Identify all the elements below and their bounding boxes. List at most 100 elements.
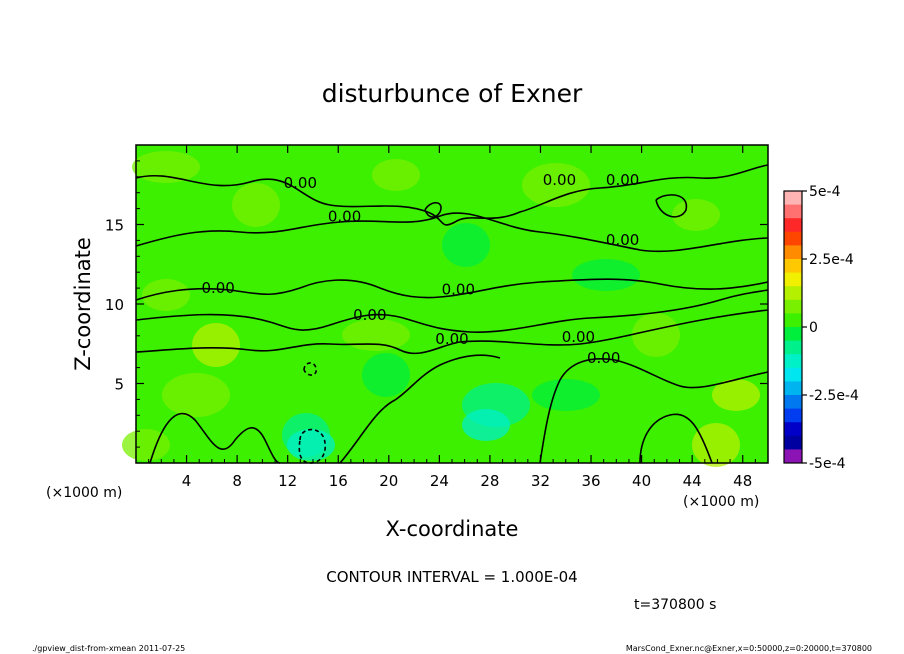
field-patch xyxy=(142,279,190,311)
contour-line xyxy=(655,194,688,218)
colorbar-label: 5e-4 xyxy=(809,184,841,200)
colorbar-swatch xyxy=(784,435,802,450)
colorbar-swatch xyxy=(784,327,802,342)
x-tick-label: 44 xyxy=(683,472,702,490)
chart-title: disturbunce of Exner xyxy=(322,79,583,108)
contour-line xyxy=(149,412,281,464)
colorbar-swatch xyxy=(784,367,802,382)
x-axis-label: X-coordinate xyxy=(386,517,519,541)
contour-lines xyxy=(135,164,769,464)
x-tick-label: 12 xyxy=(278,472,297,490)
colorbar-swatch xyxy=(784,395,802,410)
field-patch xyxy=(372,159,420,191)
x-tick-label: 20 xyxy=(379,472,398,490)
contour-line xyxy=(639,413,713,464)
contour-line xyxy=(135,164,769,226)
field-patch xyxy=(522,163,590,207)
field-patch xyxy=(232,183,280,227)
colorbar-swatch xyxy=(784,313,802,328)
colorbar-swatch xyxy=(784,259,802,274)
field-patch xyxy=(132,151,200,183)
footer-right: MarsCond_Exner.nc@Exner,x=0:50000,z=0:20… xyxy=(626,644,872,653)
contour-line xyxy=(135,212,769,253)
colorbar-swatch xyxy=(784,245,802,260)
contour-line xyxy=(135,309,769,355)
x-tick-label: 24 xyxy=(430,472,449,490)
x-tick-label: 4 xyxy=(182,472,192,490)
contour-label: 0.00 xyxy=(435,330,468,348)
colorbar: 5e-4 2.5e-4 0 -2.5e-4 -5e-4 xyxy=(783,184,859,472)
contour-line xyxy=(424,201,442,218)
contour-line xyxy=(339,354,501,464)
x-tick-label: 36 xyxy=(581,472,600,490)
field-patch xyxy=(692,423,740,467)
colorbar-label: 0 xyxy=(809,320,818,336)
colorbar-swatch xyxy=(784,272,802,287)
colorbar-label: 2.5e-4 xyxy=(809,252,854,268)
x-units-left: (×1000 m) xyxy=(46,485,122,501)
y-tick-label: 5 xyxy=(114,376,124,394)
contour-line xyxy=(135,289,769,333)
field-patch xyxy=(287,429,335,461)
colorbar-swatch xyxy=(784,191,802,206)
colorbar-swatch xyxy=(784,231,802,246)
colorbar-label: -5e-4 xyxy=(809,456,846,472)
colorbar-swatch xyxy=(784,354,802,369)
x-tick-label: 48 xyxy=(733,472,752,490)
colorbar-swatch xyxy=(784,408,802,423)
field-patch xyxy=(632,313,680,357)
x-tick-label: 32 xyxy=(531,472,550,490)
colorbar-swatch xyxy=(784,340,802,355)
contour-line-negative xyxy=(298,428,326,464)
field-patch xyxy=(122,429,170,461)
field-patch xyxy=(162,373,230,417)
y-axis: 5 10 15 xyxy=(105,160,768,448)
colorbar-swatch xyxy=(784,381,802,396)
field-patch xyxy=(672,199,720,231)
footer-left: ./gpview_dist-from-xmean 2011-07-25 xyxy=(32,644,185,653)
contour-line xyxy=(135,278,769,301)
colorbar-swatch xyxy=(784,286,802,301)
x-tick-label: 40 xyxy=(632,472,651,490)
contour-label: 0.00 xyxy=(442,280,475,298)
x-axis: 4 8 12 16 20 24 28 32 36 40 44 48 xyxy=(148,145,756,490)
x-tick-label: 16 xyxy=(329,472,348,490)
field-patch xyxy=(572,259,640,291)
contour-label: 0.00 xyxy=(606,171,639,189)
field-patch xyxy=(712,379,760,411)
contour-interval: CONTOUR INTERVAL = 1.000E-04 xyxy=(326,568,577,586)
colorbar-swatch xyxy=(784,449,802,464)
field-patch xyxy=(532,379,600,411)
field-patch xyxy=(462,409,510,441)
contour-label: 0.00 xyxy=(587,349,620,367)
contour-line-negative xyxy=(303,362,318,376)
x-tick-label: 8 xyxy=(232,472,242,490)
field-patch xyxy=(362,353,410,397)
y-axis-label: Z-coordinate xyxy=(71,237,95,371)
time-stamp: t=370800 s xyxy=(634,597,716,613)
colorbar-swatch xyxy=(784,218,802,233)
contour-label: 0.00 xyxy=(284,174,317,192)
colorbar-label: -2.5e-4 xyxy=(809,388,859,404)
colorbar-swatch xyxy=(784,299,802,314)
contour-label: 0.00 xyxy=(562,328,595,346)
heatmap-field xyxy=(122,145,768,467)
contour-label: 0.00 xyxy=(328,207,361,225)
y-tick-label: 15 xyxy=(105,217,124,235)
colorbar-swatch xyxy=(784,204,802,219)
field-patch xyxy=(192,323,240,367)
contour-labels: 0.00 0.00 0.00 0.00 0.00 0.00 0.00 0.00 0.00 0.00… xyxy=(201,171,639,367)
field-background xyxy=(136,145,768,463)
contour-label: 0.00 xyxy=(353,306,386,324)
field-patch xyxy=(442,223,490,267)
y-tick-label: 10 xyxy=(105,296,124,314)
contour-label: 0.00 xyxy=(543,171,576,189)
x-units-right: (×1000 m) xyxy=(683,494,759,510)
x-tick-label: 28 xyxy=(480,472,499,490)
colorbar-swatch xyxy=(784,422,802,437)
contour-label: 0.00 xyxy=(606,231,639,249)
field-patch xyxy=(342,319,410,351)
contour-line xyxy=(539,358,769,464)
contour-label: 0.00 xyxy=(201,279,234,297)
